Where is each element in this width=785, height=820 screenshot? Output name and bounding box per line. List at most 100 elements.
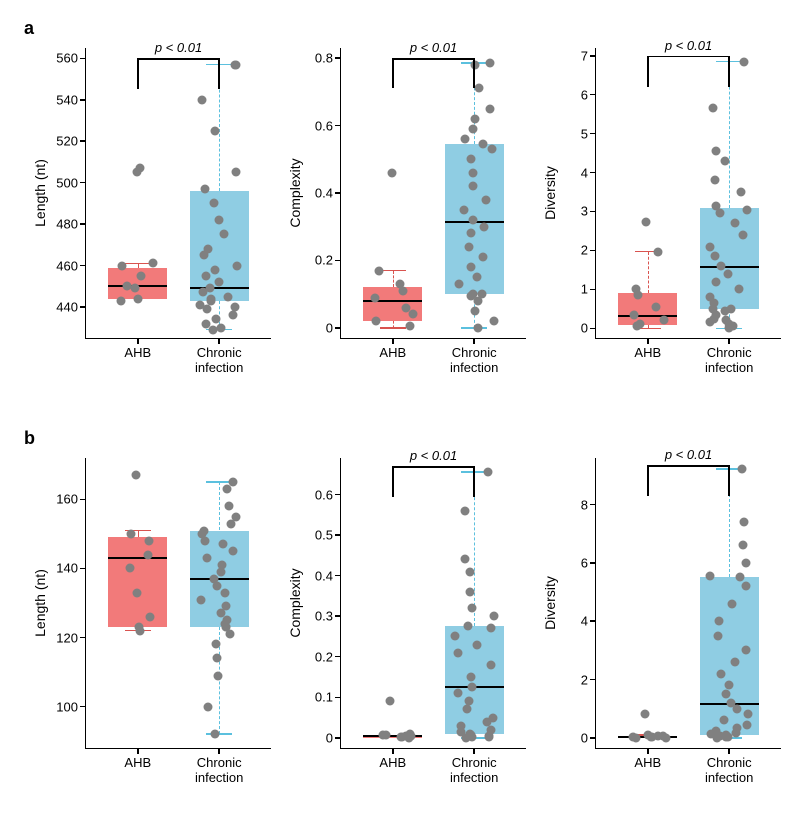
- sig-bracket: [728, 56, 730, 87]
- data-point: [737, 188, 746, 197]
- data-point: [228, 547, 237, 556]
- data-point: [461, 555, 470, 564]
- data-point: [467, 155, 476, 164]
- ytick-label: 140: [56, 561, 86, 576]
- data-point: [374, 266, 383, 275]
- xtick-label: AHB: [379, 338, 406, 361]
- data-point: [633, 322, 642, 331]
- data-point: [405, 322, 414, 331]
- data-point: [232, 261, 241, 270]
- data-point: [220, 230, 229, 239]
- data-point: [223, 485, 232, 494]
- whisker-cap: [380, 327, 406, 329]
- sig-bracket: [392, 58, 394, 88]
- data-point: [648, 733, 657, 742]
- ylabel-b1: Length (nt): [32, 569, 48, 637]
- data-point: [211, 640, 220, 649]
- ytick-label: 0: [326, 730, 341, 745]
- sig-label: p < 0.01: [665, 38, 712, 53]
- data-point: [719, 716, 728, 725]
- data-point: [126, 564, 135, 573]
- data-point: [630, 310, 639, 319]
- data-point: [387, 168, 396, 177]
- data-point: [219, 540, 228, 549]
- data-point: [739, 57, 748, 66]
- data-point: [200, 184, 209, 193]
- data-point: [461, 506, 470, 515]
- data-point: [730, 219, 739, 228]
- data-point: [489, 317, 498, 326]
- sig-bracket: [138, 58, 219, 60]
- data-point: [481, 195, 490, 204]
- data-point: [478, 140, 487, 149]
- ylabel-a1: Length (nt): [32, 159, 48, 227]
- data-point: [228, 311, 237, 320]
- data-point: [642, 218, 651, 227]
- data-point: [144, 536, 153, 545]
- data-point: [734, 285, 743, 294]
- data-point: [741, 582, 750, 591]
- ytick-label: 0.2: [315, 649, 341, 664]
- data-point: [742, 646, 751, 655]
- data-point: [202, 554, 211, 563]
- ylabel-a2: Complexity: [287, 158, 303, 227]
- data-point: [467, 673, 476, 682]
- data-point: [475, 84, 484, 93]
- data-point: [144, 550, 153, 559]
- ytick-label: 0.4: [315, 186, 341, 201]
- sig-bracket: [648, 465, 729, 467]
- sig-bracket: [648, 56, 729, 58]
- sig-bracket: [137, 58, 139, 89]
- data-point: [712, 147, 721, 156]
- data-point: [723, 269, 732, 278]
- sig-bracket: [647, 465, 649, 496]
- data-point: [724, 681, 733, 690]
- data-point: [200, 536, 209, 545]
- data-point: [711, 176, 720, 185]
- ytick-label: 0.1: [315, 690, 341, 705]
- data-point: [488, 145, 497, 154]
- data-point: [451, 632, 460, 641]
- data-point: [137, 271, 146, 280]
- data-point: [215, 215, 224, 224]
- data-point: [478, 253, 487, 262]
- data-point: [149, 259, 158, 268]
- ytick-label: 0.8: [315, 51, 341, 66]
- plot-b2: 00.10.20.30.40.50.6AHBChronicinfectionp …: [340, 458, 526, 749]
- data-point: [454, 648, 463, 657]
- data-point: [471, 114, 480, 123]
- data-point: [485, 59, 494, 68]
- data-point: [468, 604, 477, 613]
- data-point: [467, 683, 476, 692]
- data-point: [653, 247, 662, 256]
- ytick-label: 2: [581, 672, 596, 687]
- ytick-label: 3: [581, 204, 596, 219]
- data-point: [225, 630, 234, 639]
- data-point: [659, 315, 668, 324]
- data-point: [404, 733, 413, 742]
- data-point: [131, 284, 140, 293]
- data-point: [215, 278, 224, 287]
- data-point: [706, 572, 715, 581]
- ytick-label: 560: [56, 51, 86, 66]
- data-point: [490, 612, 499, 621]
- data-point: [721, 306, 730, 315]
- data-point: [487, 660, 496, 669]
- plot-a1: 440460480500520540560AHBChronicinfection…: [85, 48, 271, 339]
- data-point: [732, 704, 741, 713]
- data-point: [209, 199, 218, 208]
- ytick-label: 6: [581, 87, 596, 102]
- data-point: [214, 671, 223, 680]
- data-point: [232, 60, 241, 69]
- data-point: [640, 709, 649, 718]
- data-point: [372, 317, 381, 326]
- row-label-a: a: [24, 18, 34, 39]
- data-point: [231, 168, 240, 177]
- data-point: [217, 323, 226, 332]
- data-point: [398, 286, 407, 295]
- data-point: [466, 587, 475, 596]
- median-line: [618, 315, 677, 317]
- data-point: [705, 318, 714, 327]
- ytick-label: 4: [581, 614, 596, 629]
- data-point: [738, 541, 747, 550]
